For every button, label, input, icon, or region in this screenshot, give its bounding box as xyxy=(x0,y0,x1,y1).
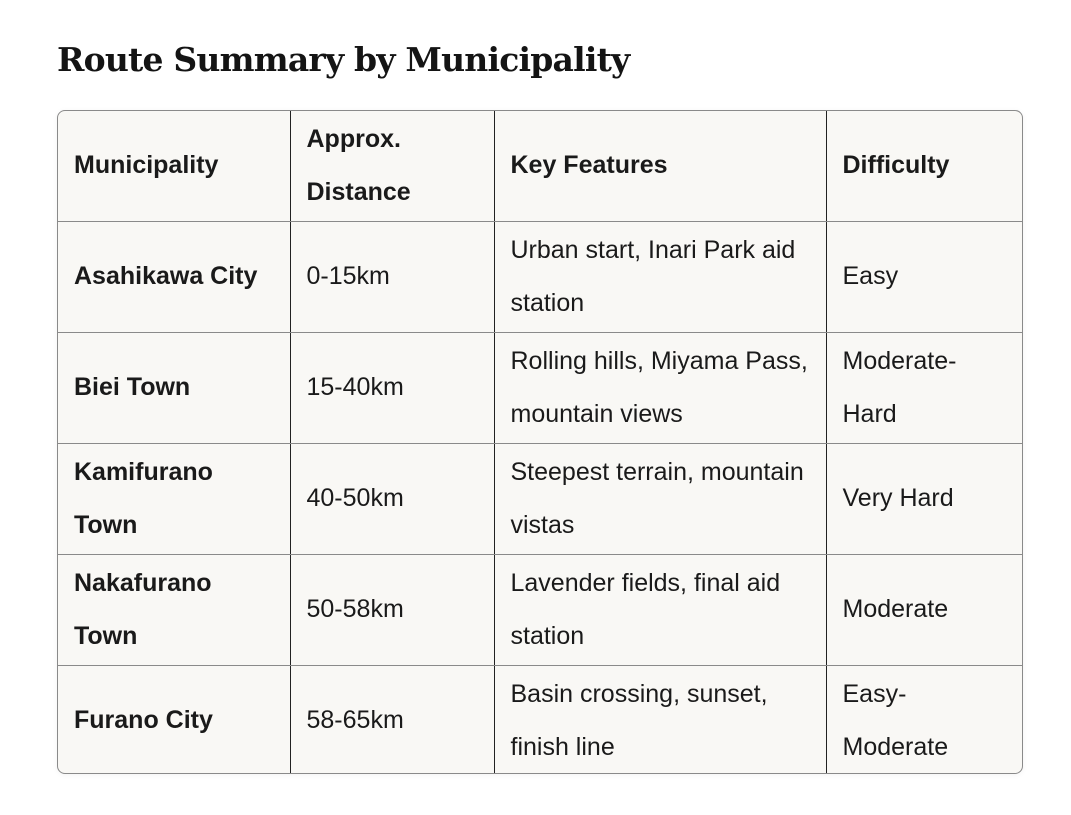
municipality-cell: Biei Town xyxy=(58,332,291,444)
table-header-row: Municipality Approx. Distance Key Featur… xyxy=(58,111,1022,222)
table-row: Kamifurano Town 40-50km Steepest terrain, … xyxy=(58,443,1022,555)
table-row: Nakafurano Town 50-58km Lavender fields, f… xyxy=(58,554,1022,666)
header-distance: Approx. Distance xyxy=(290,111,495,222)
header-key-features: Key Features xyxy=(494,111,827,222)
table-row: Biei Town 15-40km Rolling hills, Miyama Pa… xyxy=(58,332,1022,444)
difficulty-cell: Very Hard xyxy=(826,443,1022,555)
key-features-cell: Steepest terrain, mountain vistas xyxy=(494,443,827,555)
difficulty-cell: Easy xyxy=(826,221,1022,333)
distance-cell: 15-40km xyxy=(290,332,495,444)
table-row: Furano City 58-65km Basin crossing, sunset… xyxy=(58,665,1022,773)
key-features-cell: Rolling hills, Miyama Pass, mountain vie… xyxy=(494,332,827,444)
key-features-cell: Urban start, Inari Park aid station xyxy=(494,221,827,333)
table-row: Asahikawa City 0-15km Urban start, Inari P… xyxy=(58,221,1022,333)
municipality-cell: Kamifurano Town xyxy=(58,443,291,555)
distance-cell: 50-58km xyxy=(290,554,495,666)
municipality-cell: Asahikawa City xyxy=(58,221,291,333)
municipality-cell: Nakafurano Town xyxy=(58,554,291,666)
route-summary-table: Municipality Approx. Distance Key Featur… xyxy=(58,111,1022,773)
key-features-cell: Basin crossing, sunset, finish line xyxy=(494,665,827,773)
key-features-cell: Lavender fields, final aid station xyxy=(494,554,827,666)
distance-cell: 58-65km xyxy=(290,665,495,773)
page-title: Route Summary by Municipality xyxy=(57,40,630,79)
municipality-cell: Furano City xyxy=(58,665,291,773)
header-difficulty: Difficulty xyxy=(826,111,1022,222)
difficulty-cell: Moderate-Hard xyxy=(826,332,1022,444)
distance-cell: 40-50km xyxy=(290,443,495,555)
header-municipality: Municipality xyxy=(58,111,291,222)
route-summary-table-container: Municipality Approx. Distance Key Featur… xyxy=(57,110,1023,774)
difficulty-cell: Moderate xyxy=(826,554,1022,666)
difficulty-cell: Easy-Moderate xyxy=(842,679,949,761)
distance-cell: 0-15km xyxy=(290,221,495,333)
